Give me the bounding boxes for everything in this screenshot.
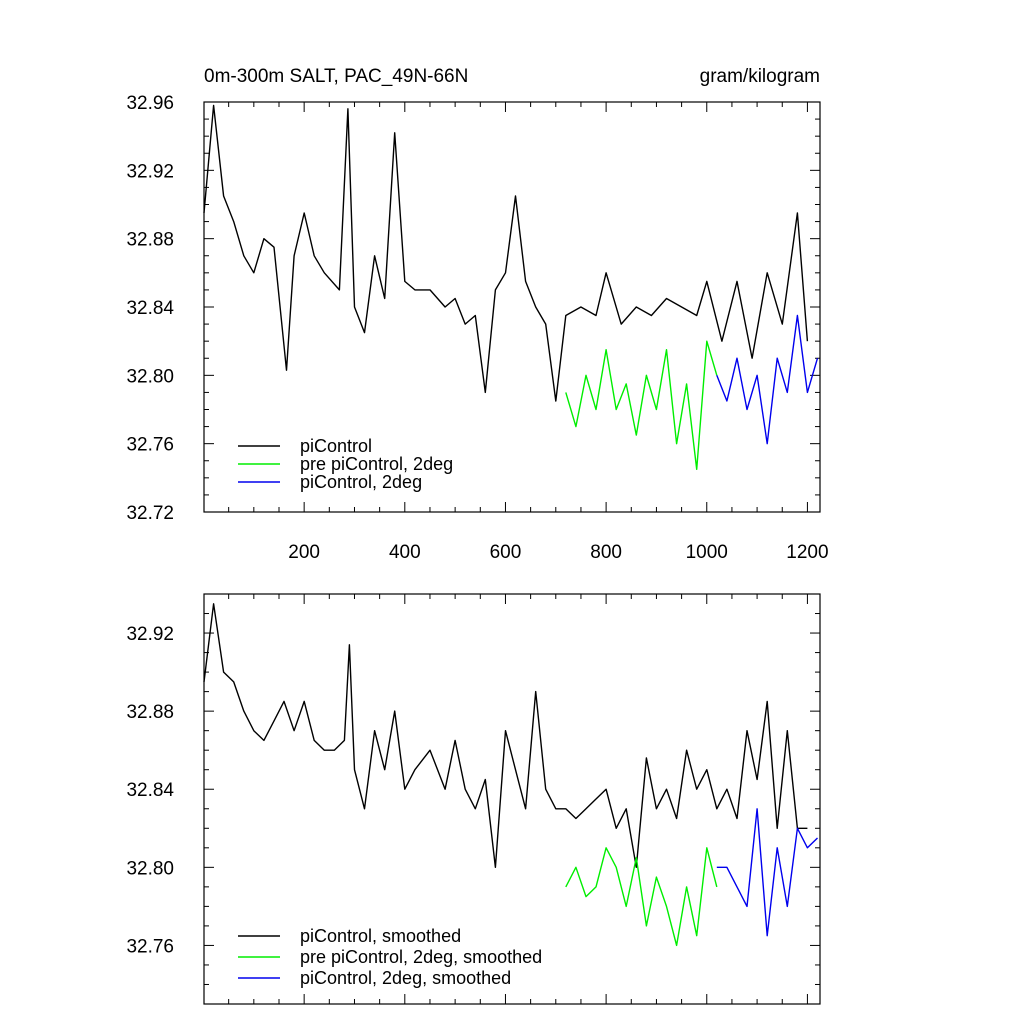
top-plot-frame — [203, 101, 821, 513]
top-y-tick-label: 32.96 — [126, 93, 174, 114]
top-series-line-2 — [565, 340, 718, 470]
top-x-tick-label: 1200 — [786, 542, 828, 563]
bottom-y-tick-label: 32.84 — [126, 780, 174, 801]
top-series-line-1 — [203, 104, 809, 402]
top-x-tick-label: 800 — [590, 542, 622, 563]
top-y-tick-label: 32.84 — [126, 298, 174, 319]
bottom-series-line-1 — [203, 603, 808, 868]
bottom-y-tick-label: 32.76 — [126, 936, 174, 957]
top-chart-panel: 32.72 32.76 32.80 32.84 32.88 32.92 32.96 200 40… — [126, 93, 828, 563]
bottom-y-tick-label: 32.80 — [126, 858, 174, 879]
bottom-chart-panel: 32.76 32.80 32.84 32.88 32.92 piControl, smoo… — [126, 593, 821, 1005]
top-x-tick-label: 200 — [288, 542, 320, 563]
top-legend-label: pre piControl, 2deg — [300, 454, 453, 474]
bottom-series-line-3 — [716, 808, 818, 937]
bottom-legend-label: piControl, smoothed — [300, 926, 461, 946]
top-x-tick-label: 1000 — [686, 542, 728, 563]
top-chart-units: gram/kilogram — [700, 66, 820, 87]
top-x-tick-label: 600 — [490, 542, 522, 563]
top-x-tick-label: 400 — [389, 542, 421, 563]
bottom-series-line-2 — [565, 847, 718, 947]
top-y-tick-label: 32.76 — [126, 435, 174, 456]
top-chart-title: 0m-300m SALT, PAC_49N-66N — [204, 66, 468, 87]
bottom-y-tick-label: 32.92 — [126, 624, 174, 645]
top-legend-label: piControl, 2deg — [300, 472, 422, 492]
bottom-y-tick-label: 32.88 — [126, 702, 174, 723]
top-series-line-3 — [716, 314, 819, 445]
bottom-legend-label: piControl, 2deg, smoothed — [300, 968, 511, 988]
bottom-plot-frame — [203, 593, 821, 1005]
top-y-tick-label: 32.88 — [126, 230, 174, 251]
top-y-tick-label: 32.80 — [126, 366, 174, 387]
top-y-tick-label: 32.92 — [126, 161, 174, 182]
top-legend-label: piControl — [300, 436, 372, 456]
bottom-legend-label: pre piControl, 2deg, smoothed — [300, 947, 542, 967]
top-y-tick-label: 32.72 — [126, 503, 174, 524]
